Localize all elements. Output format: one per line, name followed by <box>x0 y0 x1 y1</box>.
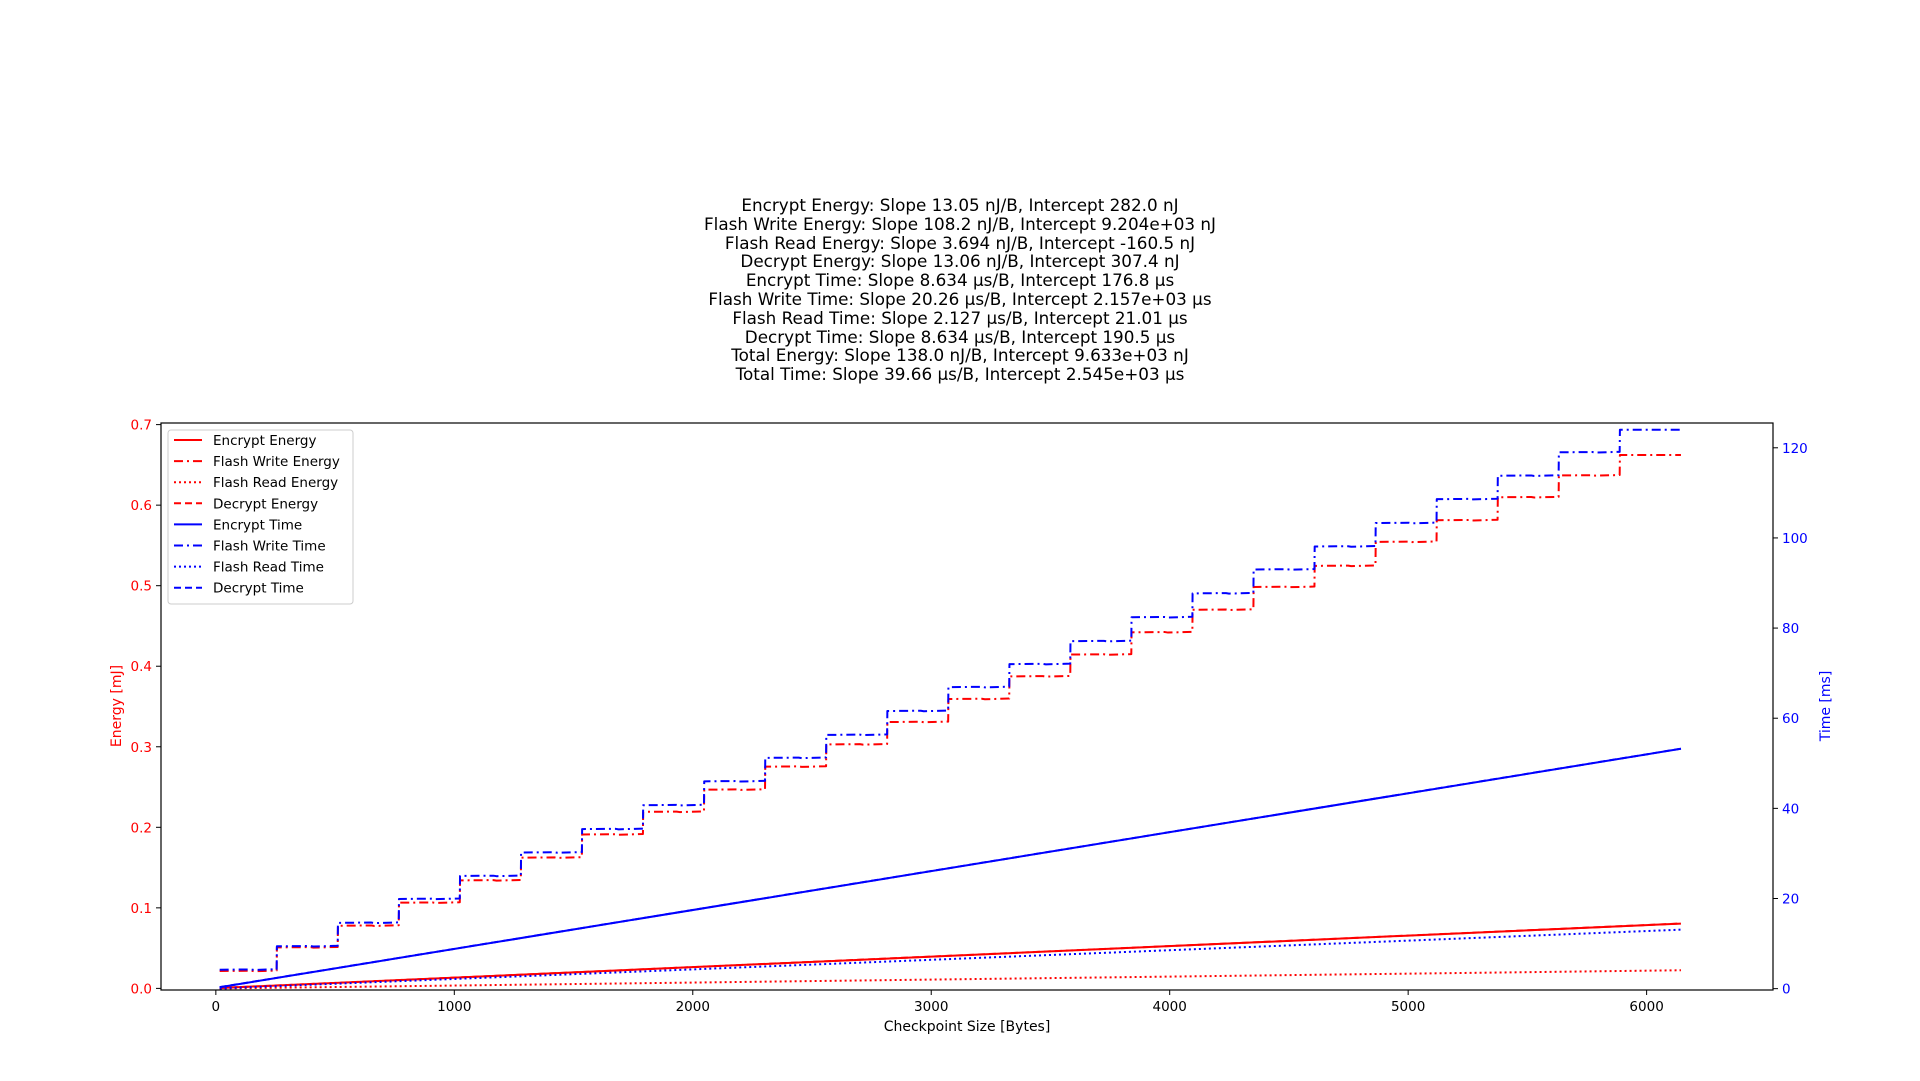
x-tick-label: 5000 <box>1391 999 1425 1015</box>
legend-label: Flash Write Energy <box>213 454 340 470</box>
legend-label: Flash Write Time <box>213 539 326 555</box>
left-y-axis-label: Energy [mJ] <box>109 665 125 747</box>
right-y-axis-ticks: 0 20 40 60 80 100 120 <box>1773 441 1808 998</box>
legend-label: Flash Read Energy <box>213 475 338 491</box>
left-y-tick-label: 0.4 <box>131 659 152 675</box>
legend-box <box>167 429 354 605</box>
right-y-tick-label: 60 <box>1782 711 1799 727</box>
title-line: Flash Read Energy: Slope 3.694 nJ/B, Int… <box>724 232 1196 253</box>
right-y-axis-label: Time [ms] <box>1818 671 1834 743</box>
x-tick-label: 6000 <box>1629 999 1663 1015</box>
series-line <box>219 428 1681 971</box>
series-line <box>219 922 1681 989</box>
x-axis-label: Checkpoint Size [Bytes] <box>884 1019 1051 1035</box>
legend-label: Decrypt Energy <box>213 496 318 512</box>
left-y-axis-ticks: 0.0 0.1 0.2 0.3 0.4 0.5 0.6 0.7 <box>131 418 161 997</box>
title-line: Decrypt Energy: Slope 13.06 nJ/B, Interc… <box>740 251 1180 272</box>
left-y-tick-label: 0.1 <box>131 901 152 917</box>
right-y-tick-label: 40 <box>1782 801 1799 817</box>
left-y-tick-label: 0.2 <box>131 820 152 836</box>
x-tick-label: 4000 <box>1153 999 1187 1015</box>
right-y-tick-label: 80 <box>1782 621 1799 637</box>
title-line: Decrypt Time: Slope 8.634 μs/B, Intercep… <box>744 326 1176 347</box>
title-line: Flash Write Energy: Slope 108.2 nJ/B, In… <box>704 213 1216 234</box>
legend-label: Encrypt Time <box>213 517 302 533</box>
left-y-tick-label: 0.5 <box>131 579 152 595</box>
left-y-tick-label: 0.7 <box>131 418 152 434</box>
series-line <box>219 453 1681 973</box>
legend: Encrypt Energy Flash Write Energy Flash Re… <box>167 429 354 605</box>
title-line: Encrypt Time: Slope 8.634 μs/B, Intercep… <box>745 270 1175 291</box>
series-line <box>219 969 1681 990</box>
series-line <box>219 747 1682 989</box>
plot-frame <box>160 422 1774 991</box>
title-line: Flash Read Time: Slope 2.127 μs/B, Inter… <box>732 307 1188 328</box>
legend-label: Encrypt Energy <box>213 433 316 449</box>
legend-label: Flash Read Time <box>213 560 324 576</box>
title-line: Encrypt Energy: Slope 13.05 nJ/B, Interc… <box>741 195 1179 215</box>
title-line: Flash Write Time: Slope 20.26 μs/B, Inte… <box>708 288 1212 309</box>
title-line: Total Time: Slope 39.66 μs/B, Intercept … <box>735 364 1185 385</box>
series-layer <box>219 428 1682 990</box>
right-y-tick-label: 0 <box>1782 982 1791 998</box>
right-y-tick-label: 20 <box>1782 892 1799 908</box>
right-y-tick-label: 120 <box>1782 441 1808 457</box>
left-y-tick-label: 0.0 <box>131 981 152 997</box>
chart-title: Encrypt Energy: Slope 13.05 nJ/B, Interc… <box>0 196 1920 384</box>
legend-label: Decrypt Time <box>213 581 304 597</box>
x-axis-ticks: 0 1000 2000 3000 4000 5000 6000 <box>212 990 1664 1015</box>
left-y-tick-label: 0.6 <box>131 498 152 514</box>
x-tick-label: 1000 <box>437 999 471 1015</box>
x-tick-label: 0 <box>212 999 221 1015</box>
right-y-tick-label: 100 <box>1782 531 1808 547</box>
series-line <box>219 928 1681 990</box>
left-y-tick-label: 0.3 <box>131 740 152 756</box>
title-line: Total Energy: Slope 138.0 nJ/B, Intercep… <box>731 345 1189 366</box>
x-tick-label: 3000 <box>914 999 948 1015</box>
x-tick-label: 2000 <box>676 999 710 1015</box>
